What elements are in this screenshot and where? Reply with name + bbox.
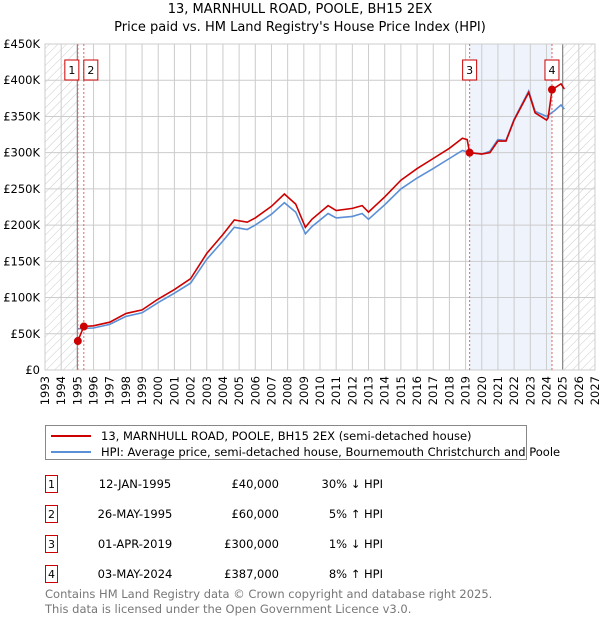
y-tick-label: £150K — [3, 254, 40, 268]
x-tick-label: 1994 — [54, 376, 68, 405]
x-tick-label: 2022 — [507, 376, 521, 405]
y-tick-label: £300K — [3, 146, 40, 160]
y-tick-label: £400K — [3, 73, 40, 87]
sale-price: £387,000 — [224, 567, 279, 581]
x-tick-label: 2017 — [426, 376, 440, 405]
x-tick-label: 2015 — [394, 376, 408, 405]
x-tick-label: 2026 — [572, 376, 586, 405]
sale-point — [465, 148, 474, 157]
sale-marker-box — [83, 59, 99, 81]
price-chart: 1 2 3 4 1993 1994 1995 1996 1997 1998 1999 2000 2001… — [3, 37, 600, 405]
sale-marker-box — [462, 59, 478, 81]
y-tick-label: £0 — [25, 363, 40, 377]
x-tick-label: 1993 — [38, 376, 52, 405]
x-tick-label: 2013 — [362, 376, 376, 405]
hpi-difference: 30% ↓ HPI — [321, 477, 383, 491]
x-tick-label: 2019 — [459, 376, 473, 405]
x-tick-label: 2025 — [556, 376, 570, 405]
footer-licence: This data is licensed under the Open Gov… — [45, 602, 412, 616]
sale-date: 12-JAN-1995 — [98, 477, 172, 491]
sale-point — [73, 337, 82, 346]
legend: 13, MARNHULL ROAD, POOLE, BH15 2EX (semi… — [45, 425, 560, 460]
x-tick-label: 2003 — [200, 376, 214, 405]
x-tick-label: 2001 — [167, 376, 181, 405]
x-tick-label: 2023 — [523, 376, 537, 405]
x-tick-label: 1997 — [103, 376, 117, 405]
sale-marker-label: 2 — [87, 64, 94, 77]
x-tick-label: 2014 — [378, 376, 392, 405]
x-tick-label: 2000 — [151, 376, 165, 405]
x-tick-label: 2012 — [345, 376, 359, 405]
hpi-difference: 5% ↑ HPI — [328, 507, 383, 521]
y-tick-label: £50K — [11, 327, 41, 341]
sale-marker-label: 3 — [466, 64, 473, 77]
property-series-line — [77, 82, 565, 342]
x-tick-label: 2020 — [475, 376, 489, 405]
x-tick-label: 1999 — [135, 376, 149, 405]
x-tick-label: 2011 — [329, 376, 343, 405]
x-tick-label: 2004 — [216, 376, 230, 405]
x-tick-label: 2010 — [313, 376, 327, 405]
chart-title: 13, MARNHULL ROAD, POOLE, BH15 2EX — [167, 2, 433, 17]
x-tick-label: 2002 — [184, 376, 198, 405]
y-tick-label: £100K — [3, 291, 40, 305]
sale-date: 03-MAY-2024 — [97, 567, 173, 581]
x-tick-label: 2006 — [248, 376, 262, 405]
x-tick-label: 2009 — [297, 376, 311, 405]
x-tick-label: 2007 — [264, 376, 278, 405]
x-tick-label: 2027 — [588, 376, 600, 405]
x-tick-label: 2021 — [491, 376, 505, 405]
x-tick-label: 2005 — [232, 376, 246, 405]
sale-marker-badge: 4 — [45, 565, 58, 583]
y-tick-label: £350K — [3, 109, 40, 123]
sale-point — [547, 85, 556, 94]
legend-item-property: 13, MARNHULL ROAD, POOLE, BH15 2EX (semi… — [51, 428, 472, 444]
x-tick-label: 2008 — [281, 376, 295, 405]
sale-point — [79, 322, 88, 331]
y-tick-label: £450K — [3, 37, 40, 51]
chart-subtitle: Price paid vs. HM Land Registry's House … — [114, 20, 486, 35]
x-tick-label: 2018 — [442, 376, 456, 405]
sale-marker-box — [64, 59, 80, 81]
plot-border — [44, 43, 596, 371]
footer-copyright: Contains HM Land Registry data © Crown c… — [45, 587, 493, 601]
red-line-swatch — [51, 435, 91, 437]
blue-line-swatch — [51, 451, 91, 453]
x-tick-label: 2016 — [410, 376, 424, 405]
sale-price: £60,000 — [231, 507, 279, 521]
x-tick-label: 1996 — [87, 376, 101, 405]
sale-marker-label: 1 — [68, 64, 75, 77]
legend-label-property: 13, MARNHULL ROAD, POOLE, BH15 2EX (semi… — [101, 429, 472, 443]
x-tick-label: 1998 — [119, 376, 133, 405]
highlight-region — [469, 44, 553, 370]
sale-marker-badge: 2 — [45, 505, 58, 523]
legend-label-hpi: HPI: Average price, semi-detached house,… — [101, 445, 561, 459]
sale-price: £40,000 — [231, 477, 279, 491]
hpi-difference: 8% ↑ HPI — [328, 567, 383, 581]
hpi-difference: 1% ↓ HPI — [328, 537, 383, 551]
legend-item-hpi: HPI: Average price, semi-detached house,… — [51, 444, 560, 460]
sale-marker-label: 4 — [548, 64, 555, 77]
sale-marker-badge: 3 — [45, 535, 58, 553]
sale-date: 26-MAY-1995 — [97, 507, 173, 521]
y-tick-label: £200K — [3, 218, 40, 232]
x-tick-label: 1995 — [70, 376, 84, 405]
sale-price: £300,000 — [224, 537, 279, 551]
sale-marker-box — [544, 59, 560, 81]
y-tick-label: £250K — [3, 182, 40, 196]
sale-marker-badge: 1 — [45, 475, 58, 493]
sale-date: 01-APR-2019 — [97, 537, 173, 551]
x-tick-label: 2024 — [539, 376, 553, 405]
